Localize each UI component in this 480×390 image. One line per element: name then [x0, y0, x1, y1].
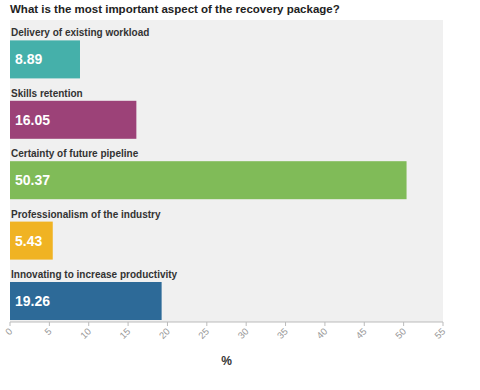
- chart: What is the most important aspect of the…: [0, 0, 480, 390]
- category-label: Skills retention: [11, 88, 83, 99]
- tick-label: 40: [314, 326, 329, 341]
- tick-label: 20: [157, 326, 172, 341]
- tick-label: 55: [432, 326, 447, 341]
- bar: [10, 101, 136, 139]
- category-label: Certainty of future pipeline: [11, 148, 139, 159]
- tick-mark: [88, 322, 89, 326]
- tick-mark: [206, 322, 207, 326]
- title: What is the most important aspect of the…: [10, 3, 340, 15]
- tick-label: 30: [235, 326, 250, 341]
- bar: [10, 222, 53, 260]
- category-label: Delivery of existing workload: [11, 27, 149, 38]
- tick-mark: [49, 322, 50, 326]
- x-axis-label: %: [221, 354, 232, 368]
- bars: [10, 40, 407, 320]
- tick-label: 25: [196, 326, 211, 341]
- tick-mark: [167, 322, 168, 326]
- tick-mark: [285, 322, 286, 326]
- tick-label: 5: [42, 326, 54, 338]
- tick-label: 50: [393, 326, 408, 341]
- tick-label: 45: [353, 326, 368, 341]
- tick-label: 10: [78, 326, 93, 341]
- data-label: 50.37: [15, 172, 50, 188]
- tick-label: 15: [117, 326, 132, 341]
- tick-mark: [403, 322, 404, 326]
- tick-label: 35: [275, 326, 290, 341]
- data-label: 19.26: [15, 293, 50, 309]
- data-label: 5.43: [15, 233, 42, 249]
- category-label: Professionalism of the industry: [11, 209, 161, 220]
- tick-mark: [128, 322, 129, 326]
- x-axis-line: [10, 322, 443, 323]
- tick-mark: [246, 322, 247, 326]
- category-label: Innovating to increase productivity: [11, 269, 178, 280]
- plot-background: [10, 20, 443, 322]
- tick-mark: [364, 322, 365, 326]
- tick-mark: [10, 322, 11, 326]
- tick-mark: [443, 322, 444, 326]
- tick-mark: [324, 322, 325, 326]
- data-label: 8.89: [15, 51, 42, 67]
- data-label: 16.05: [15, 112, 50, 128]
- bar: [10, 282, 162, 320]
- labels: Delivery of existing workload 8.89 Skills …: [11, 27, 178, 309]
- bar: [10, 40, 80, 78]
- tick-label: 0: [3, 326, 15, 338]
- bar: [10, 161, 407, 199]
